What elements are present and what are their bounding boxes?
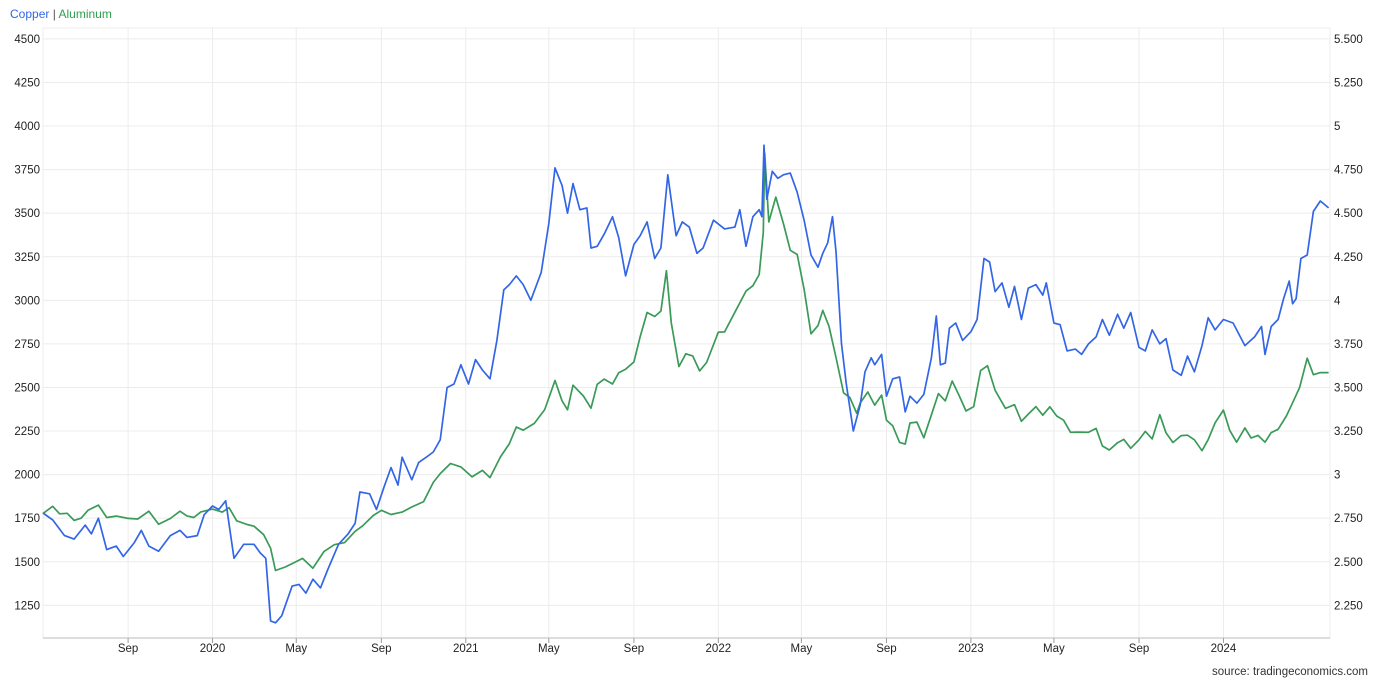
- y-right-tick-label: 4.250: [1334, 252, 1363, 264]
- legend-copper[interactable]: Copper: [10, 7, 50, 21]
- y-right-tick-label: 2.500: [1334, 557, 1363, 569]
- chart-grid: [43, 27, 1330, 638]
- x-tick-label: Sep: [118, 643, 138, 655]
- y-left-tick-label: 3250: [14, 252, 40, 264]
- chart-tick-labels: 1250 1500 1750 2000 2250 2500 2750 3000 3250 3500…: [14, 34, 1362, 655]
- y-left-tick-label: 2250: [14, 426, 40, 438]
- x-tick-label: 2022: [706, 643, 732, 655]
- x-tick-label: Sep: [1129, 643, 1149, 655]
- x-tick-label: May: [538, 643, 560, 655]
- y-right-tick-label: 5.250: [1334, 77, 1363, 89]
- chart-legend: Copper | Aluminum: [10, 7, 112, 21]
- y-left-tick-label: 1250: [14, 600, 40, 612]
- x-tick-label: May: [790, 643, 812, 655]
- source-credit[interactable]: source: tradingeconomics.com: [1212, 666, 1368, 678]
- y-right-tick-label: 3.750: [1334, 339, 1363, 351]
- y-right-tick-label: 3.500: [1334, 382, 1363, 394]
- y-left-tick-label: 3500: [14, 208, 40, 220]
- y-left-tick-label: 4250: [14, 77, 40, 89]
- chart-lines: [42, 144, 1330, 624]
- y-left-tick-label: 4000: [14, 121, 40, 133]
- y-left-tick-label: 2750: [14, 339, 40, 351]
- x-tick-label: 2020: [200, 643, 226, 655]
- y-right-tick-label: 4: [1334, 295, 1341, 307]
- chart-axes: [42, 28, 1331, 643]
- y-right-tick-label: 4.500: [1334, 208, 1363, 220]
- y-right-tick-label: 2.750: [1334, 513, 1363, 525]
- y-right-tick-label: 3.250: [1334, 426, 1363, 438]
- y-right-tick-label: 3: [1334, 470, 1340, 482]
- y-left-tick-label: 3750: [14, 165, 40, 177]
- y-left-tick-label: 2000: [14, 470, 40, 482]
- x-tick-label: 2023: [958, 643, 984, 655]
- x-tick-label: May: [1043, 643, 1065, 655]
- y-right-tick-label: 5: [1334, 121, 1340, 133]
- y-left-tick-label: 3000: [14, 295, 40, 307]
- legend-aluminum[interactable]: Aluminum: [58, 7, 112, 21]
- y-left-tick-label: 1500: [14, 557, 40, 569]
- x-tick-label: 2024: [1211, 643, 1237, 655]
- y-right-tick-label: 5.500: [1334, 34, 1363, 46]
- x-tick-label: Sep: [876, 643, 896, 655]
- y-right-tick-label: 2.250: [1334, 600, 1363, 612]
- series-line-aluminum: [42, 152, 1329, 572]
- series-line-copper: [42, 144, 1330, 624]
- x-tick-label: May: [285, 643, 307, 655]
- y-left-tick-label: 2500: [14, 382, 40, 394]
- legend-separator: |: [52, 7, 56, 21]
- y-right-tick-label: 4.750: [1334, 165, 1363, 177]
- x-tick-label: Sep: [371, 643, 391, 655]
- x-tick-label: Sep: [624, 643, 644, 655]
- y-left-tick-label: 1750: [14, 513, 40, 525]
- y-left-tick-label: 4500: [14, 34, 40, 46]
- x-tick-label: 2021: [453, 643, 479, 655]
